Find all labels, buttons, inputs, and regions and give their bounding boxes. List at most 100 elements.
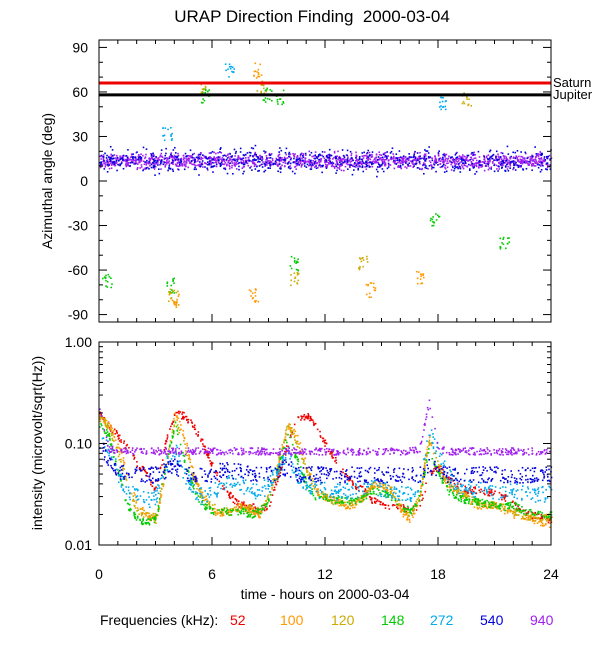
intensity-point-148 <box>172 432 175 435</box>
azimuth-point-148 <box>293 261 296 263</box>
azimuth-point-940 <box>336 155 338 158</box>
azimuth-point-120 <box>177 290 179 293</box>
intensity-point-52 <box>117 435 119 438</box>
azimuth-point-540 <box>268 154 271 156</box>
azimuth-point-940 <box>185 157 187 160</box>
intensity-point-52 <box>241 504 243 507</box>
intensity-point-52 <box>534 517 536 519</box>
azimuth-point-940 <box>525 160 527 162</box>
azimuth-point-940 <box>495 157 498 160</box>
azimuth-point-940 <box>102 154 105 156</box>
intensity-point-148 <box>477 499 480 502</box>
intensity-point-52 <box>316 428 319 431</box>
azimuth-point-940 <box>200 156 203 159</box>
intensity-point-120 <box>148 515 151 517</box>
intensity-point-52 <box>331 450 333 453</box>
azimuth-point-540 <box>398 159 401 162</box>
intensity-point-148 <box>464 501 466 504</box>
intensity-point-120 <box>495 504 497 507</box>
intensity-point-120 <box>150 514 153 516</box>
azimuth-point-540 <box>361 160 364 162</box>
intensity-point-52 <box>207 454 210 456</box>
azimuth-point-940 <box>461 164 463 166</box>
intensity-point-100 <box>117 443 119 446</box>
intensity-point-148 <box>291 443 294 446</box>
azimuth-point-940 <box>289 156 291 158</box>
intensity-point-100 <box>250 507 253 510</box>
azimuth-point-120 <box>366 261 369 263</box>
intensity-point-100 <box>228 511 230 514</box>
intensity-point-120 <box>159 500 161 503</box>
azimuth-point-540 <box>336 163 339 166</box>
azimuth-point-940 <box>300 152 303 155</box>
azimuth-point-940 <box>213 151 215 154</box>
azimuth-point-940 <box>288 160 290 163</box>
intensity-point-148 <box>403 507 406 510</box>
azimuth-point-120 <box>167 300 170 303</box>
intensity-point-52 <box>489 492 491 494</box>
intensity-point-120 <box>286 426 288 428</box>
intensity-point-52 <box>331 454 333 456</box>
intensity-point-100 <box>386 489 388 491</box>
intensity-point-148 <box>169 444 171 446</box>
azimuth-point-540 <box>473 166 475 168</box>
azimuth-point-940 <box>266 164 268 166</box>
intensity-point-100 <box>171 428 174 431</box>
azimuth-point-540 <box>419 168 421 170</box>
azimuth-point-272 <box>228 63 231 66</box>
azimuth-point-540 <box>492 153 495 156</box>
azimuth-point-940 <box>209 156 211 158</box>
intensity-point-52 <box>176 411 179 414</box>
intensity-point-100 <box>397 505 399 507</box>
azimuth-point-148 <box>103 276 106 278</box>
azimuth-point-940 <box>286 157 289 159</box>
azimuth-point-540 <box>390 156 393 159</box>
azimuth-point-540 <box>242 154 245 156</box>
azimuth-point-940 <box>313 166 316 168</box>
azimuth-point-940 <box>308 150 311 153</box>
intensity-point-52 <box>293 423 296 426</box>
azimuth-point-540 <box>318 158 320 161</box>
azimuth-point-100 <box>421 282 424 285</box>
azimuth-point-940 <box>509 156 511 159</box>
intensity-point-100 <box>545 523 547 526</box>
intensity-point-120 <box>281 444 283 446</box>
intensity-point-120 <box>237 508 239 510</box>
intensity-point-148 <box>394 499 397 502</box>
intensity-point-52 <box>541 517 544 520</box>
azimuth-point-540 <box>325 167 328 169</box>
azimuth-point-940 <box>418 158 421 160</box>
azimuth-point-940 <box>334 163 337 166</box>
azimuth-point-540 <box>511 160 514 163</box>
azimuth-point-540 <box>461 160 463 162</box>
azimuth-point-940 <box>429 161 432 164</box>
intensity-point-148 <box>266 502 269 504</box>
azimuth-point-148 <box>297 258 299 261</box>
azimuth-point-100 <box>259 63 261 66</box>
azimuth-point-940 <box>183 163 185 165</box>
intensity-point-120 <box>113 440 115 442</box>
azimuth-point-940 <box>313 157 315 160</box>
intensity-point-148 <box>172 430 175 432</box>
intensity-point-120 <box>159 490 162 493</box>
azimuth-point-540 <box>309 154 311 156</box>
intensity-point-52 <box>190 419 192 421</box>
azimuth-point-940 <box>142 168 145 171</box>
azimuth-point-540 <box>257 156 260 159</box>
intensity-point-100 <box>260 511 262 514</box>
intensity-point-52 <box>187 418 190 421</box>
intensity-point-100 <box>490 506 492 508</box>
azimuth-point-148 <box>105 274 107 277</box>
intensity-point-52 <box>181 418 183 420</box>
azimuth-point-940 <box>413 158 415 161</box>
intensity-point-52 <box>175 411 178 414</box>
azimuth-point-940 <box>502 164 504 167</box>
azimuth-point-940 <box>239 157 241 159</box>
azimuth-point-540 <box>256 156 259 158</box>
azimuth-point-940 <box>234 155 236 157</box>
azimuth-point-940 <box>362 155 365 157</box>
azimuth-point-540 <box>259 158 262 160</box>
intensity-point-100 <box>285 433 288 436</box>
intensity-point-120 <box>397 497 400 500</box>
azimuth-point-540 <box>185 155 188 158</box>
